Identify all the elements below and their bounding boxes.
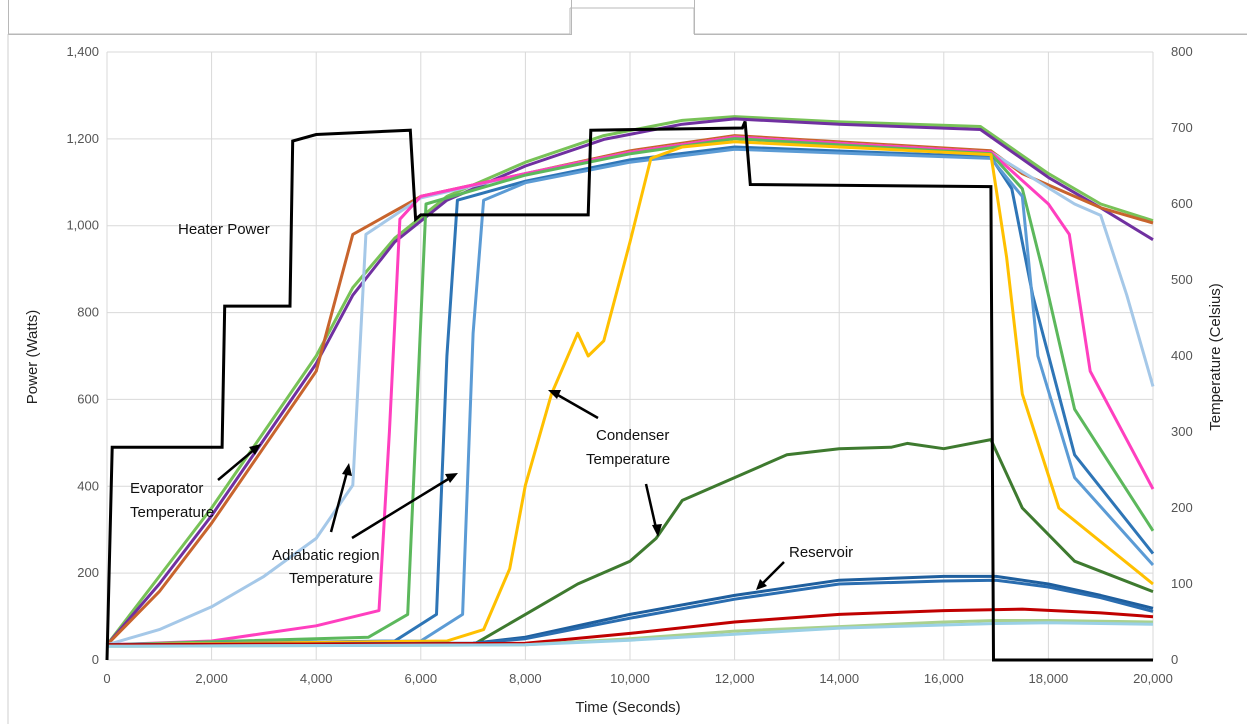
heater-power-series bbox=[105, 120, 1153, 662]
x-tick-label: 2,000 bbox=[195, 671, 228, 686]
tick-labels: 0 200 400 600 800 1,000 1,200 1,400 0 2,000 4,000 6… bbox=[66, 44, 1192, 686]
arrow-evaporator bbox=[217, 448, 256, 481]
y-left-tick-label: 1,200 bbox=[66, 131, 99, 146]
y-right-tick-label: 400 bbox=[1171, 348, 1193, 363]
top-tab-right bbox=[694, 0, 1247, 35]
temperature-line-13 bbox=[106, 607, 1154, 647]
y-left-tick-label: 1,000 bbox=[66, 218, 99, 233]
temperature-series bbox=[105, 115, 1155, 648]
arrow-reservoir bbox=[761, 561, 785, 585]
y-left-tick-label: 0 bbox=[92, 652, 99, 667]
top-tab-left bbox=[8, 0, 572, 35]
x-tick-label: 20,000 bbox=[1133, 671, 1173, 686]
annotation-heater-power: Heater Power bbox=[178, 221, 270, 238]
y-left-tick-label: 1,400 bbox=[66, 44, 99, 59]
annotation-adiabatic-1: Adiabatic region bbox=[272, 547, 380, 564]
annotation-condenser-2: Temperature bbox=[586, 451, 670, 468]
annotation-evaporator-2: Temperature bbox=[130, 504, 214, 521]
x-axis-label: Time (Seconds) bbox=[575, 699, 680, 716]
x-tick-label: 0 bbox=[103, 671, 110, 686]
arrowhead-condenser-green bbox=[652, 524, 662, 537]
x-tick-label: 6,000 bbox=[405, 671, 438, 686]
arrow-condenser-green bbox=[644, 483, 658, 529]
y-axis-right-label: Temperature (Celsius) bbox=[1207, 283, 1224, 431]
temperature-line-10 bbox=[107, 438, 1154, 647]
arrowhead-evaporator bbox=[249, 444, 261, 455]
annotation-reservoir: Reservoir bbox=[789, 544, 853, 561]
y-left-tick-label: 400 bbox=[77, 478, 99, 493]
arrowhead-adiabatic-2 bbox=[445, 473, 458, 483]
x-tick-label: 16,000 bbox=[924, 671, 964, 686]
temperature-line-8 bbox=[106, 147, 1155, 647]
top-strip bbox=[0, 0, 1247, 36]
annotations: Heater Power Evaporator Temperature Adia… bbox=[130, 221, 853, 590]
y-left-tick-label: 600 bbox=[77, 391, 99, 406]
y-left-tick-label: 200 bbox=[77, 565, 99, 580]
y-axis-left-label: Power (Watts) bbox=[24, 310, 41, 404]
y-right-tick-label: 100 bbox=[1171, 576, 1193, 591]
x-tick-label: 12,000 bbox=[715, 671, 755, 686]
x-tick-label: 10,000 bbox=[610, 671, 650, 686]
annotation-condenser-1: Condenser bbox=[596, 427, 669, 444]
arrowhead-condenser bbox=[548, 390, 561, 399]
x-tick-label: 4,000 bbox=[300, 671, 333, 686]
x-tick-label: 8,000 bbox=[509, 671, 542, 686]
gridlines bbox=[106, 51, 1154, 661]
x-tick-label: 14,000 bbox=[819, 671, 859, 686]
temperature-line-15 bbox=[106, 621, 1154, 648]
y-right-tick-label: 500 bbox=[1171, 272, 1193, 287]
arrow-adiabatic-2 bbox=[351, 476, 451, 540]
x-tick-label: 18,000 bbox=[1029, 671, 1069, 686]
arrow-condenser bbox=[555, 392, 599, 420]
y-left-tick-label: 800 bbox=[77, 305, 99, 320]
y-right-tick-label: 0 bbox=[1171, 652, 1178, 667]
arrow-adiabatic-1 bbox=[329, 471, 349, 533]
y-right-tick-label: 300 bbox=[1171, 424, 1193, 439]
y-right-tick-label: 600 bbox=[1171, 196, 1193, 211]
annotation-evaporator-1: Evaporator bbox=[130, 480, 203, 497]
heater-power-line bbox=[105, 120, 1153, 662]
y-right-tick-label: 200 bbox=[1171, 500, 1193, 515]
arrowhead-adiabatic-1 bbox=[342, 463, 352, 476]
temperature-line-5 bbox=[106, 135, 1155, 647]
arrowhead-reservoir bbox=[756, 579, 767, 590]
temperature-line-12 bbox=[106, 578, 1154, 647]
temperature-line-9 bbox=[106, 140, 1154, 647]
y-right-tick-label: 800 bbox=[1171, 44, 1193, 59]
annotation-adiabatic-2: Temperature bbox=[289, 570, 373, 587]
y-right-tick-label: 700 bbox=[1171, 120, 1193, 135]
temperature-line-2 bbox=[105, 117, 1154, 646]
